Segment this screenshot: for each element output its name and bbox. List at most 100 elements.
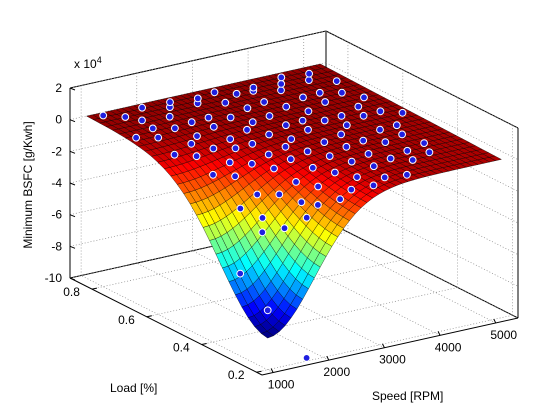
data-point <box>359 136 368 145</box>
data-point <box>265 130 274 139</box>
data-point <box>425 148 434 157</box>
data-point <box>347 157 356 166</box>
data-point <box>360 93 368 102</box>
y-tick-mark <box>201 343 207 346</box>
data-point <box>308 163 317 172</box>
data-point <box>258 228 267 237</box>
surface-patch <box>86 114 100 120</box>
x-tick-label: 4000 <box>435 340 462 354</box>
data-point <box>336 195 345 204</box>
data-point <box>353 173 361 182</box>
data-point <box>342 121 351 130</box>
data-point <box>302 213 311 222</box>
data-point <box>337 130 346 139</box>
x-tick-mark <box>326 355 330 361</box>
data-point <box>210 88 219 97</box>
data-point <box>166 98 174 107</box>
z-tick-mark <box>69 277 76 281</box>
data-point <box>281 142 290 151</box>
data-point <box>364 150 373 158</box>
surface-plot <box>86 63 502 339</box>
data-point <box>193 132 201 141</box>
data-point <box>231 172 240 181</box>
data-point <box>304 107 313 116</box>
z-tick-mark <box>69 182 76 186</box>
y-tick-mark <box>146 315 152 318</box>
x-tick-label: 1000 <box>268 378 295 392</box>
data-point <box>236 204 245 213</box>
data-point <box>315 88 324 97</box>
z-tick-label: -10 <box>45 271 63 285</box>
data-point <box>165 112 174 121</box>
z-tick-mark <box>69 87 76 91</box>
data-point <box>209 144 218 153</box>
data-point <box>275 190 284 199</box>
data-point <box>398 108 407 117</box>
z-tick-label: -6 <box>51 208 62 222</box>
data-point <box>148 124 157 133</box>
data-point <box>270 164 278 173</box>
y-axis-line <box>69 277 263 376</box>
data-point <box>386 154 395 163</box>
data-point <box>187 139 196 148</box>
box-edge <box>69 30 327 89</box>
data-point <box>304 125 312 134</box>
y-tick-label: 0.8 <box>63 285 80 299</box>
z-axis-label: Minimum BSFC [g/Kwh] <box>21 121 35 248</box>
data-point <box>299 93 307 102</box>
data-point <box>408 156 417 164</box>
data-point <box>236 269 245 278</box>
tick-labels: 1000 2000 3000 4000 5000 0.2 0.4 0.6 0.8-10 -8 -6 -… <box>45 81 518 392</box>
data-point <box>359 111 368 120</box>
data-point <box>138 103 147 112</box>
y-tick-mark <box>91 287 98 290</box>
data-point <box>121 113 130 121</box>
data-point <box>398 130 407 139</box>
x-axis-label: Speed [RPM] <box>372 389 443 403</box>
z-tick-mark <box>69 214 76 218</box>
box-edge <box>325 30 519 129</box>
data-point <box>225 158 234 167</box>
data-point <box>342 142 351 151</box>
z-tick-label: 2 <box>55 81 62 95</box>
data-point <box>209 122 218 131</box>
data-point <box>325 152 334 161</box>
data-point <box>170 150 179 159</box>
data-point <box>204 113 213 122</box>
z-tick-label: -8 <box>51 239 62 253</box>
data-point <box>420 139 429 148</box>
data-point <box>354 102 363 111</box>
data-point <box>232 89 241 98</box>
data-point <box>332 77 341 85</box>
data-point <box>187 118 196 127</box>
data-point <box>321 98 330 106</box>
data-point <box>305 76 313 84</box>
x-tick-mark <box>270 368 274 373</box>
data-point <box>248 159 256 168</box>
data-point <box>265 112 274 120</box>
data-point <box>403 146 412 155</box>
data-point <box>277 86 285 95</box>
x-tick-label: 2000 <box>323 365 350 379</box>
data-point <box>243 125 251 134</box>
data-point <box>282 121 290 130</box>
data-point <box>277 80 286 88</box>
data-point <box>297 198 306 207</box>
data-point <box>314 182 323 191</box>
data-point <box>231 144 240 153</box>
data-point <box>314 201 322 209</box>
data-point <box>248 139 257 148</box>
y-tick-label: 0.4 <box>173 341 190 355</box>
y-axis-label: Load [%] <box>110 381 157 395</box>
exponent-label: x 104 <box>74 55 102 71</box>
data-point <box>226 135 235 144</box>
box-edge <box>325 220 519 319</box>
y-tick-label: 0.2 <box>228 368 245 382</box>
data-point <box>320 138 329 147</box>
data-point <box>226 113 235 122</box>
data-point <box>260 98 269 106</box>
data-point <box>258 214 267 222</box>
data-point <box>192 152 201 161</box>
data-point <box>338 88 346 97</box>
data-point <box>280 224 289 233</box>
